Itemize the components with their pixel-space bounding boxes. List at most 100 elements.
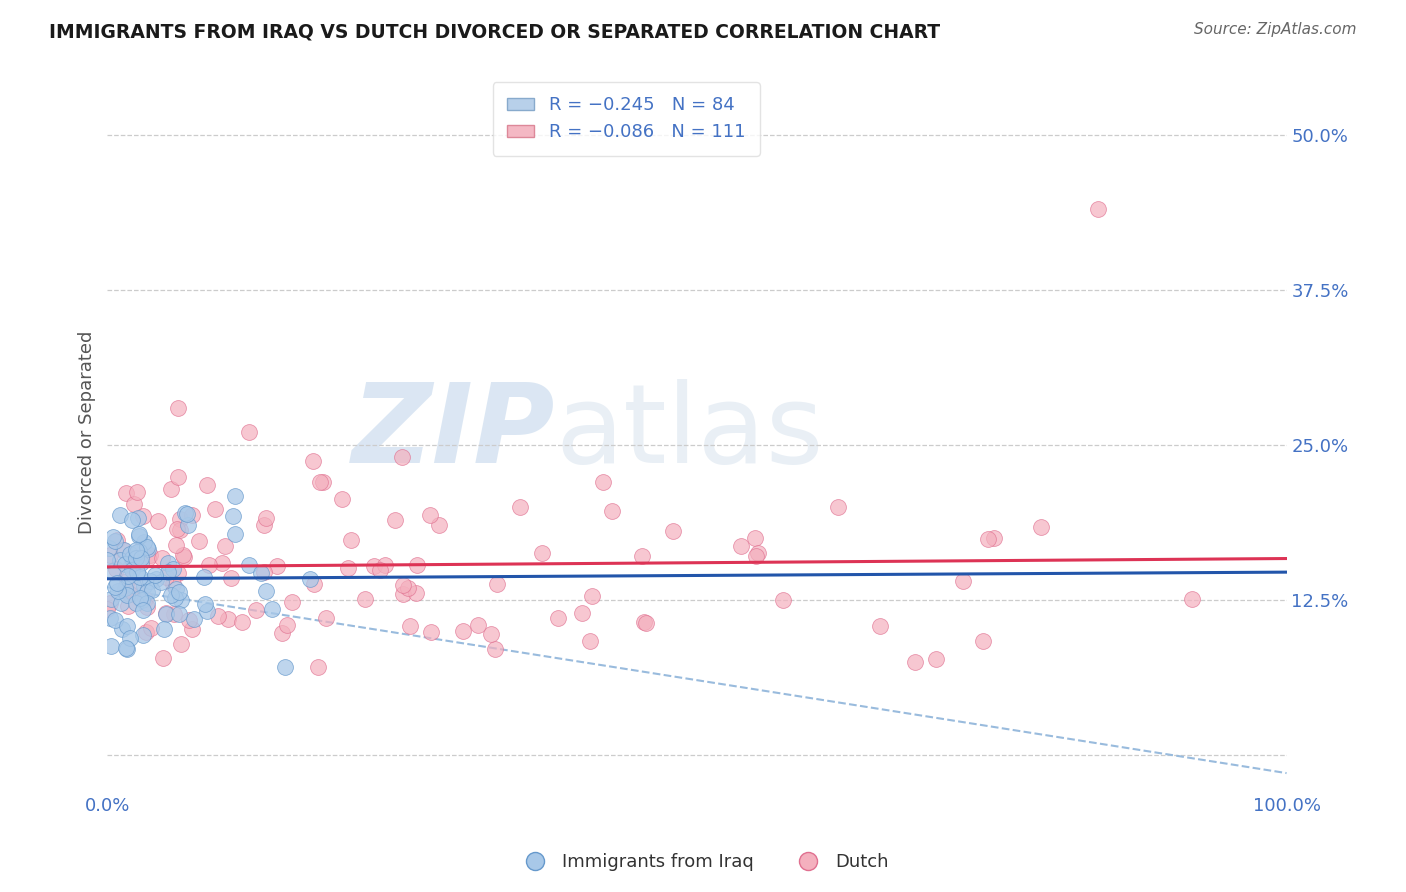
Point [132,628,155,642]
Point [405,586,427,600]
Point [315,611,337,625]
Point [581,589,603,603]
Point [162,562,184,576]
Point [266,559,288,574]
Point [253,518,276,533]
Point [177,517,200,532]
Point [146,514,169,528]
Point [217,612,239,626]
Point [107,584,129,599]
Point [135,596,157,610]
Point [904,656,927,670]
Point [121,578,143,592]
Point [135,625,157,640]
Point [125,580,148,594]
Point [419,508,441,522]
Point [98,611,121,625]
Point [117,588,139,602]
Point [169,512,191,526]
Point [170,637,193,651]
Point [167,607,190,622]
Point [509,500,531,514]
Point [128,529,150,543]
Point [96,602,118,616]
Point [100,564,122,578]
Legend: Immigrants from Iraq, Dutch: Immigrants from Iraq, Dutch [510,847,896,879]
Point [117,569,139,583]
Point [121,563,143,577]
Point [166,522,188,536]
Point [121,550,143,565]
Point [174,506,197,520]
Point [467,618,489,632]
Point [170,592,193,607]
Point [262,602,284,616]
Point [134,535,156,549]
Point [238,425,260,440]
Point [340,533,363,547]
Point [977,533,1000,547]
Point [124,596,146,610]
Point [127,485,149,500]
Point [155,606,177,620]
Point [207,609,229,624]
Point [138,542,160,557]
Point [312,475,335,489]
Point [1181,592,1204,607]
Point [197,604,219,618]
Point [104,534,127,549]
Point [374,558,396,572]
Point [745,549,768,564]
Point [143,568,166,582]
Point [744,531,766,545]
Point [114,582,136,597]
Legend: R = −0.245   N = 84, R = −0.086   N = 111: R = −0.245 N = 84, R = −0.086 N = 111 [492,82,759,156]
Point [1029,520,1052,534]
Point [139,621,162,635]
Point [163,591,186,605]
Point [419,624,441,639]
Point [429,517,451,532]
Point [391,450,413,464]
Point [183,612,205,626]
Point [238,558,260,572]
Point [952,574,974,588]
Point [128,527,150,541]
Point [204,502,226,516]
Point [121,513,143,527]
Point [180,622,202,636]
Point [105,533,128,547]
Point [245,603,267,617]
Point [211,556,233,570]
Point [392,587,415,601]
Point [97,541,120,555]
Point [571,607,593,621]
Point [129,570,152,584]
Text: ZIP: ZIP [352,379,555,486]
Point [180,508,202,522]
Point [115,640,138,655]
Point [108,553,131,567]
Point [131,593,153,607]
Point [139,548,162,562]
Point [125,545,148,559]
Point [193,570,215,584]
Point [307,660,329,674]
Point [298,572,321,586]
Point [136,599,159,614]
Point [105,576,128,591]
Point [188,534,211,549]
Point [330,492,353,507]
Point [101,530,124,544]
Point [301,454,323,468]
Point [302,576,325,591]
Point [98,596,121,610]
Point [363,559,385,574]
Point [354,591,377,606]
Point [149,575,172,590]
Point [219,571,242,585]
Point [155,607,177,621]
Point [177,613,200,627]
Point [115,619,138,633]
Point [131,551,153,566]
